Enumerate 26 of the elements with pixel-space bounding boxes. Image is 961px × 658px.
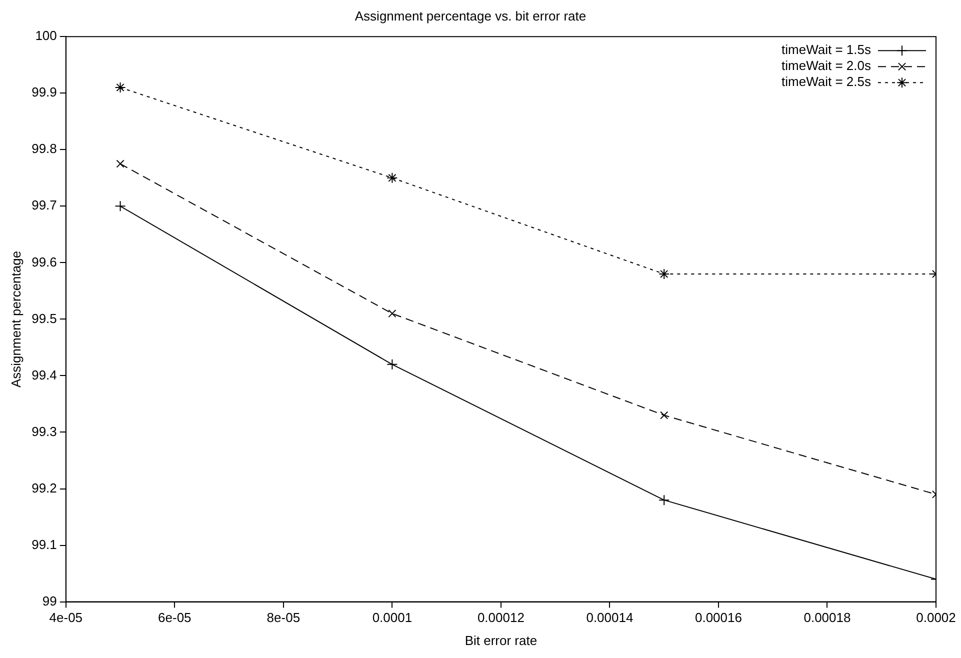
x-tick-label: 0.0002 xyxy=(916,610,956,626)
x-tick-label: 8e-05 xyxy=(266,610,300,626)
x-tick-label: 4e-05 xyxy=(49,610,83,626)
legend-label: timeWait = 2.0s xyxy=(782,58,872,74)
x-tick-label: 6e-05 xyxy=(158,610,192,626)
y-tick-label: 100 xyxy=(35,28,57,44)
y-tick-label: 99.9 xyxy=(32,84,57,100)
x-tick-label: 0.00012 xyxy=(477,610,524,626)
y-tick-label: 99 xyxy=(42,593,57,608)
chart-title: Assignment percentage vs. bit error rate xyxy=(354,8,586,24)
x-tick-label: 0.00014 xyxy=(586,610,634,626)
x-tick-label: 0.0001 xyxy=(372,610,412,626)
y-tick-label: 99.1 xyxy=(32,536,57,552)
y-tick-label: 99.2 xyxy=(32,480,57,496)
y-tick-label: 99.7 xyxy=(32,198,57,213)
legend-label: timeWait = 1.5s xyxy=(782,42,872,58)
legend-label: timeWait = 2.5s xyxy=(782,74,872,90)
y-tick-label: 99.8 xyxy=(32,141,57,156)
y-tick-label: 99.3 xyxy=(32,424,57,439)
y-axis-title: Assignment percentage xyxy=(8,250,24,388)
x-axis-title: Bit error rate xyxy=(464,632,538,648)
y-tick-label: 99.5 xyxy=(32,310,57,326)
y-tick-label: 99.6 xyxy=(32,254,57,270)
y-tick-label: 99.4 xyxy=(32,367,57,382)
x-tick-label: 0.00018 xyxy=(804,610,851,626)
x-tick-label: 0.00016 xyxy=(694,610,742,626)
